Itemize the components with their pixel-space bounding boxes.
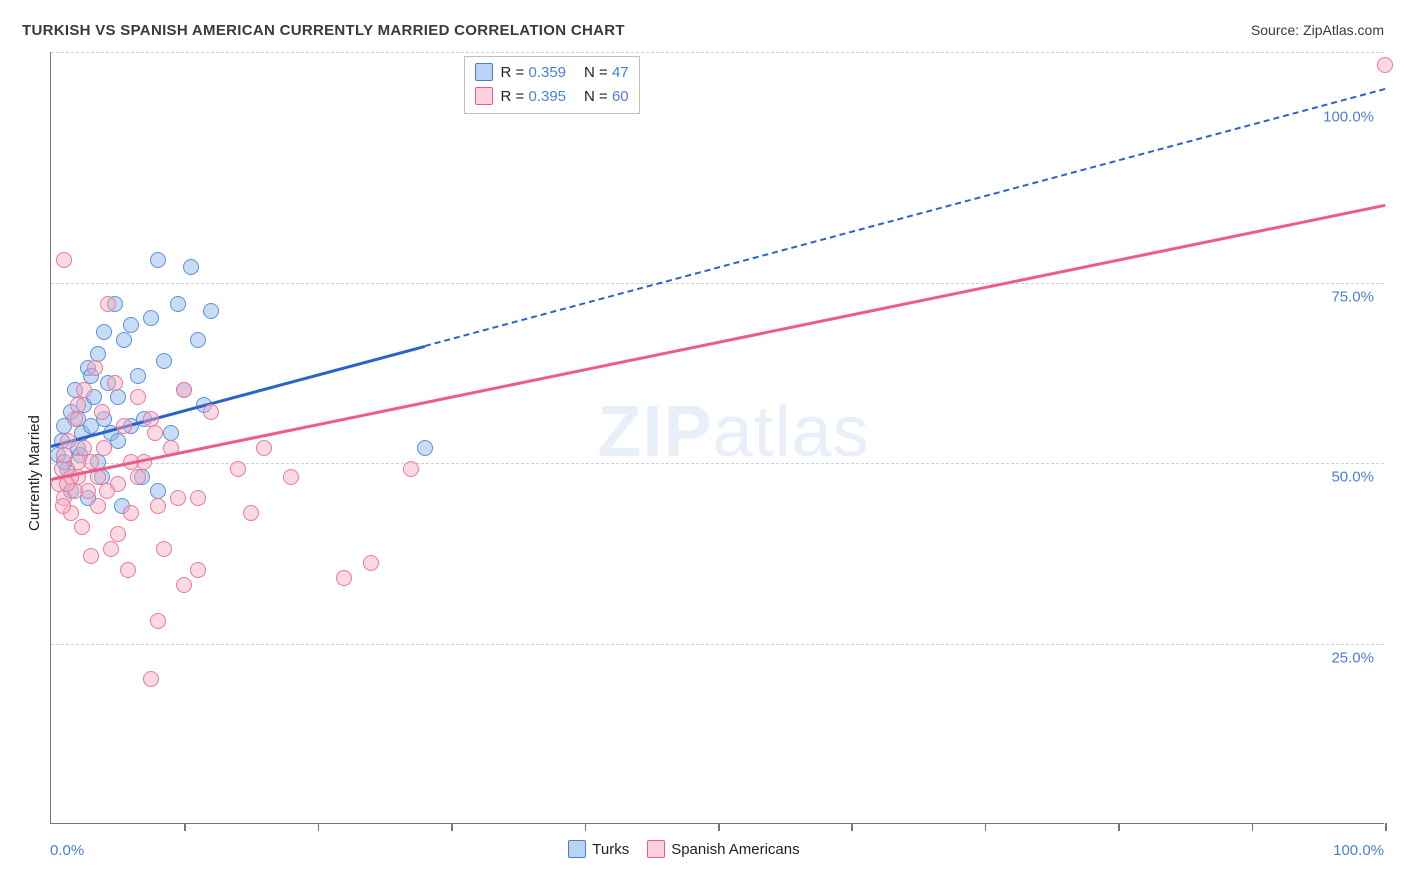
data-point-spanish-americans — [150, 498, 166, 514]
data-point-turks — [203, 303, 219, 319]
data-point-spanish-americans — [96, 440, 112, 456]
data-point-spanish-americans — [110, 526, 126, 542]
legend-swatch — [647, 840, 665, 858]
trend-line-spanish-americans — [51, 204, 1385, 481]
data-point-spanish-americans — [100, 296, 116, 312]
correlation-legend: R = 0.359N = 47R = 0.395N = 60 — [464, 56, 640, 114]
data-point-turks — [123, 317, 139, 333]
data-point-turks — [183, 259, 199, 275]
data-point-turks — [116, 332, 132, 348]
trend-line-turks-dashed — [424, 88, 1385, 347]
data-point-turks — [156, 353, 172, 369]
data-point-turks — [143, 310, 159, 326]
data-point-spanish-americans — [190, 562, 206, 578]
y-tick-label: 100.0% — [1323, 108, 1374, 125]
data-point-spanish-americans — [107, 375, 123, 391]
watermark-text: ZIPatlas — [598, 391, 870, 473]
data-point-spanish-americans — [94, 404, 110, 420]
y-tick-label: 75.0% — [1331, 288, 1374, 305]
data-point-spanish-americans — [170, 490, 186, 506]
data-point-spanish-americans — [56, 252, 72, 268]
data-point-spanish-americans — [243, 505, 259, 521]
data-point-spanish-americans — [1377, 57, 1393, 73]
data-point-spanish-americans — [99, 483, 115, 499]
legend-label: Turks — [592, 841, 629, 858]
data-point-turks — [170, 296, 186, 312]
data-point-turks — [150, 252, 166, 268]
data-point-spanish-americans — [76, 382, 92, 398]
data-point-spanish-americans — [70, 397, 86, 413]
data-point-spanish-americans — [230, 461, 246, 477]
x-tick — [184, 823, 186, 831]
y-axis-label: Currently Married — [26, 415, 43, 531]
gridline — [51, 463, 1384, 464]
data-point-spanish-americans — [256, 440, 272, 456]
data-point-spanish-americans — [403, 461, 419, 477]
data-point-turks — [190, 332, 206, 348]
x-tick — [1252, 823, 1254, 831]
x-tick-label: 0.0% — [50, 842, 84, 859]
x-tick — [1118, 823, 1120, 831]
data-point-spanish-americans — [283, 469, 299, 485]
chart-title: TURKISH VS SPANISH AMERICAN CURRENTLY MA… — [22, 22, 625, 39]
data-point-spanish-americans — [120, 562, 136, 578]
data-point-spanish-americans — [143, 411, 159, 427]
x-tick — [318, 823, 320, 831]
x-tick — [1385, 823, 1387, 831]
data-point-turks — [110, 389, 126, 405]
data-point-turks — [417, 440, 433, 456]
data-point-spanish-americans — [90, 498, 106, 514]
legend-label: Spanish Americans — [671, 841, 799, 858]
x-tick — [718, 823, 720, 831]
data-point-turks — [96, 324, 112, 340]
data-point-spanish-americans — [176, 382, 192, 398]
data-point-spanish-americans — [190, 490, 206, 506]
data-point-spanish-americans — [67, 411, 83, 427]
data-point-spanish-americans — [156, 541, 172, 557]
gridline — [51, 283, 1384, 284]
x-tick — [985, 823, 987, 831]
data-point-spanish-americans — [203, 404, 219, 420]
data-point-spanish-americans — [130, 469, 146, 485]
scatter-plot-area: ZIPatlas 25.0% 50.0% 75.0% 100.0% — [50, 52, 1384, 824]
trend-line-turks — [51, 345, 425, 447]
data-point-spanish-americans — [143, 671, 159, 687]
data-point-spanish-americans — [176, 577, 192, 593]
data-point-spanish-americans — [123, 505, 139, 521]
data-point-spanish-americans — [150, 613, 166, 629]
data-point-spanish-americans — [103, 541, 119, 557]
y-tick-label: 25.0% — [1331, 649, 1374, 666]
data-point-spanish-americans — [60, 433, 76, 449]
legend-swatch — [568, 840, 586, 858]
gridline — [51, 644, 1384, 645]
data-point-spanish-americans — [130, 389, 146, 405]
data-point-spanish-americans — [76, 440, 92, 456]
data-point-turks — [130, 368, 146, 384]
data-point-spanish-americans — [83, 548, 99, 564]
legend-row: R = 0.395N = 60 — [475, 85, 629, 109]
x-tick — [585, 823, 587, 831]
data-point-spanish-americans — [336, 570, 352, 586]
data-point-spanish-americans — [147, 425, 163, 441]
legend-row: R = 0.359N = 47 — [475, 61, 629, 85]
x-tick-label: 100.0% — [1333, 842, 1384, 859]
source-attribution: Source: ZipAtlas.com — [1251, 22, 1384, 38]
data-point-spanish-americans — [55, 498, 71, 514]
x-tick — [451, 823, 453, 831]
data-point-turks — [90, 346, 106, 362]
data-point-spanish-americans — [363, 555, 379, 571]
series-legend: Turks Spanish Americans — [550, 840, 799, 858]
gridline — [51, 52, 1384, 53]
data-point-spanish-americans — [74, 519, 90, 535]
x-tick — [851, 823, 853, 831]
data-point-spanish-americans — [116, 418, 132, 434]
y-tick-label: 50.0% — [1331, 469, 1374, 486]
data-point-spanish-americans — [87, 360, 103, 376]
